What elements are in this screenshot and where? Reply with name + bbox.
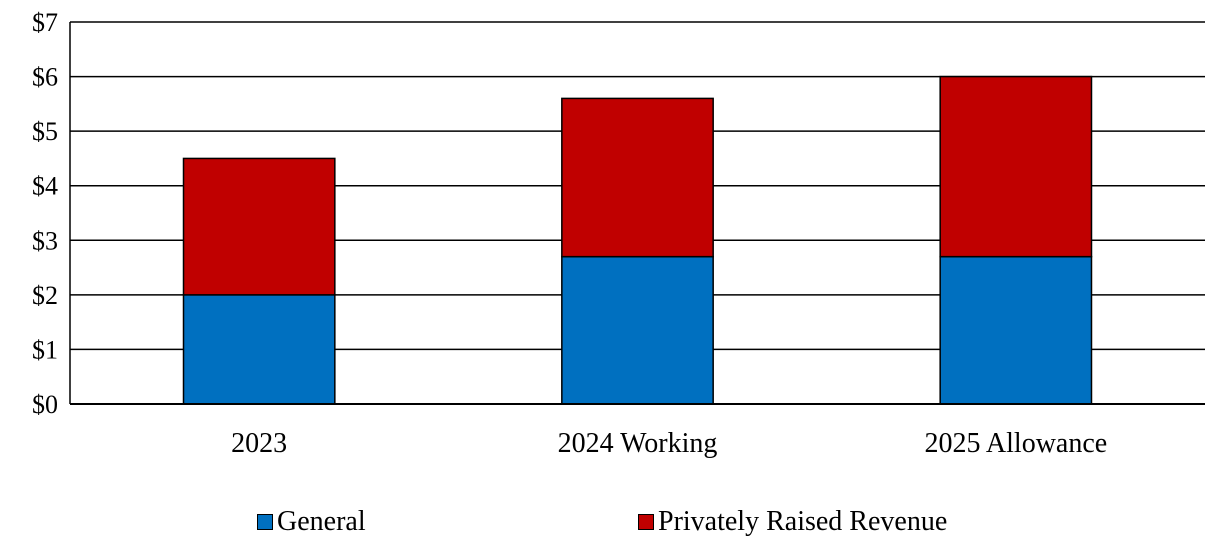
y-tick-label: $0: [32, 390, 58, 419]
legend-label-general: General: [277, 506, 366, 537]
legend-swatch-privately-raised-revenue: [638, 514, 654, 530]
y-tick-label: $2: [32, 281, 58, 310]
y-tick-label: $4: [32, 172, 58, 201]
bar-segment-general: [182, 294, 336, 405]
legend-swatch-general: [257, 514, 273, 530]
legend-item-privately-raised-revenue: Privately Raised Revenue: [638, 506, 947, 538]
y-tick-label: $1: [32, 335, 58, 364]
x-tick-label: 2023: [231, 428, 287, 459]
stacked-bar-chart: $0 $1 $2 $3 $4 $5 $6 $7 2023 2024 Working 2025 All…: [32, 8, 1205, 459]
bar-segment-general: [939, 255, 1093, 405]
legend: General Privately Raised Revenue: [0, 506, 1205, 538]
y-tick-label: $5: [32, 117, 58, 146]
bar-segment-privately-raised-revenue: [939, 75, 1093, 258]
bar-segment-privately-raised-revenue: [182, 157, 336, 296]
legend-label-privately-raised-revenue: Privately Raised Revenue: [658, 506, 948, 537]
x-tick-label: 2025 Allowance: [924, 428, 1107, 459]
legend-item-general: General: [257, 506, 366, 538]
x-tick-label: 2024 Working: [558, 428, 718, 459]
bar-segment-general: [561, 255, 714, 405]
y-tick-label: $3: [32, 226, 58, 255]
bar-segment-privately-raised-revenue: [561, 97, 714, 258]
y-tick-label: $6: [32, 63, 58, 92]
y-tick-label: $7: [32, 8, 58, 37]
